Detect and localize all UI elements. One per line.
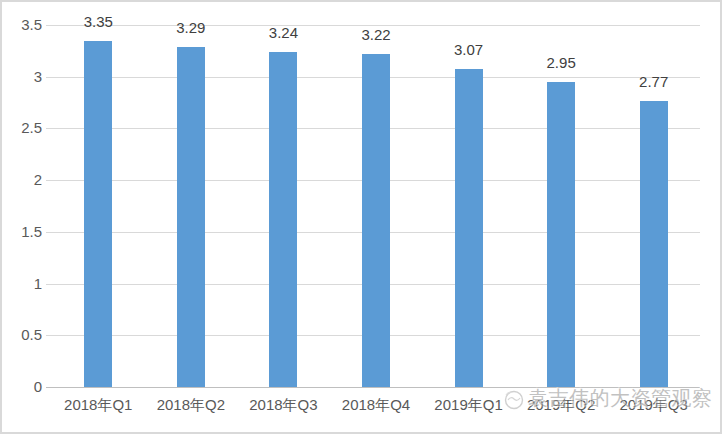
x-axis-category-label: 2019年Q3: [607, 396, 701, 414]
x-axis-category-label: 2018年Q2: [144, 396, 238, 414]
y-axis-tick-label: 3.5: [6, 16, 42, 34]
y-axis-tick: [46, 25, 52, 26]
y-axis-tick: [46, 128, 52, 129]
y-axis-tick: [46, 335, 52, 336]
bar: [547, 82, 575, 387]
bar: [84, 41, 112, 387]
y-axis-tick-label: 0: [6, 378, 42, 396]
bar-value-label: 3.24: [251, 24, 315, 42]
x-axis-line: [46, 387, 700, 388]
y-axis-tick-label: 3: [6, 68, 42, 86]
bar: [640, 101, 668, 387]
bar-value-label: 2.95: [529, 54, 593, 72]
y-axis-tick: [46, 284, 52, 285]
bar-value-label: 2.77: [622, 73, 686, 91]
bar-value-label: 3.29: [159, 19, 223, 37]
bar-value-label: 3.22: [344, 26, 408, 44]
y-axis-tick-label: 2: [6, 171, 42, 189]
y-axis-tick-label: 1.5: [6, 223, 42, 241]
x-axis-category-label: 2018年Q4: [329, 396, 423, 414]
y-axis-tick: [46, 77, 52, 78]
y-axis-tick-label: 2.5: [6, 119, 42, 137]
y-axis-tick-label: 1: [6, 275, 42, 293]
bar-value-label: 3.35: [66, 13, 130, 31]
bar-chart: 0 0.5 1 1.5 2 2.5 3 3.5 3.35 2018年Q1 3.29 2018年Q2 3.…: [0, 0, 722, 434]
bar: [455, 69, 483, 387]
x-axis-category-label: 2019年Q2: [514, 396, 608, 414]
y-axis-tick: [46, 180, 52, 181]
bar-value-label: 3.07: [437, 41, 501, 59]
y-axis-tick: [46, 232, 52, 233]
bar: [269, 52, 297, 387]
bar: [362, 54, 390, 387]
x-axis-category-label: 2018年Q1: [51, 396, 145, 414]
x-axis-category-label: 2018年Q3: [236, 396, 330, 414]
x-axis-category-label: 2019年Q1: [422, 396, 516, 414]
bar: [177, 47, 205, 387]
y-axis-tick-label: 0.5: [6, 326, 42, 344]
